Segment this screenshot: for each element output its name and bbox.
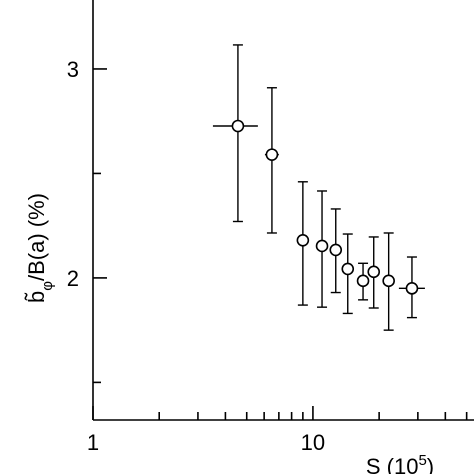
- point: [382, 274, 395, 288]
- x-tick-label: 10: [301, 430, 325, 455]
- point: [405, 282, 419, 295]
- point: [231, 119, 245, 133]
- point: [296, 233, 310, 247]
- point: [329, 243, 343, 257]
- point: [315, 239, 329, 253]
- point: [265, 148, 279, 161]
- y-tick-label: 3: [67, 57, 79, 82]
- point: [367, 265, 381, 279]
- x-axis-label: S (105): [366, 452, 434, 474]
- point: [341, 262, 355, 276]
- x-tick-label: 1: [87, 430, 99, 455]
- y-tick-label: 2: [67, 266, 79, 291]
- y-axis-label: b̃φ/B(a) (%): [24, 193, 56, 303]
- point: [356, 274, 370, 288]
